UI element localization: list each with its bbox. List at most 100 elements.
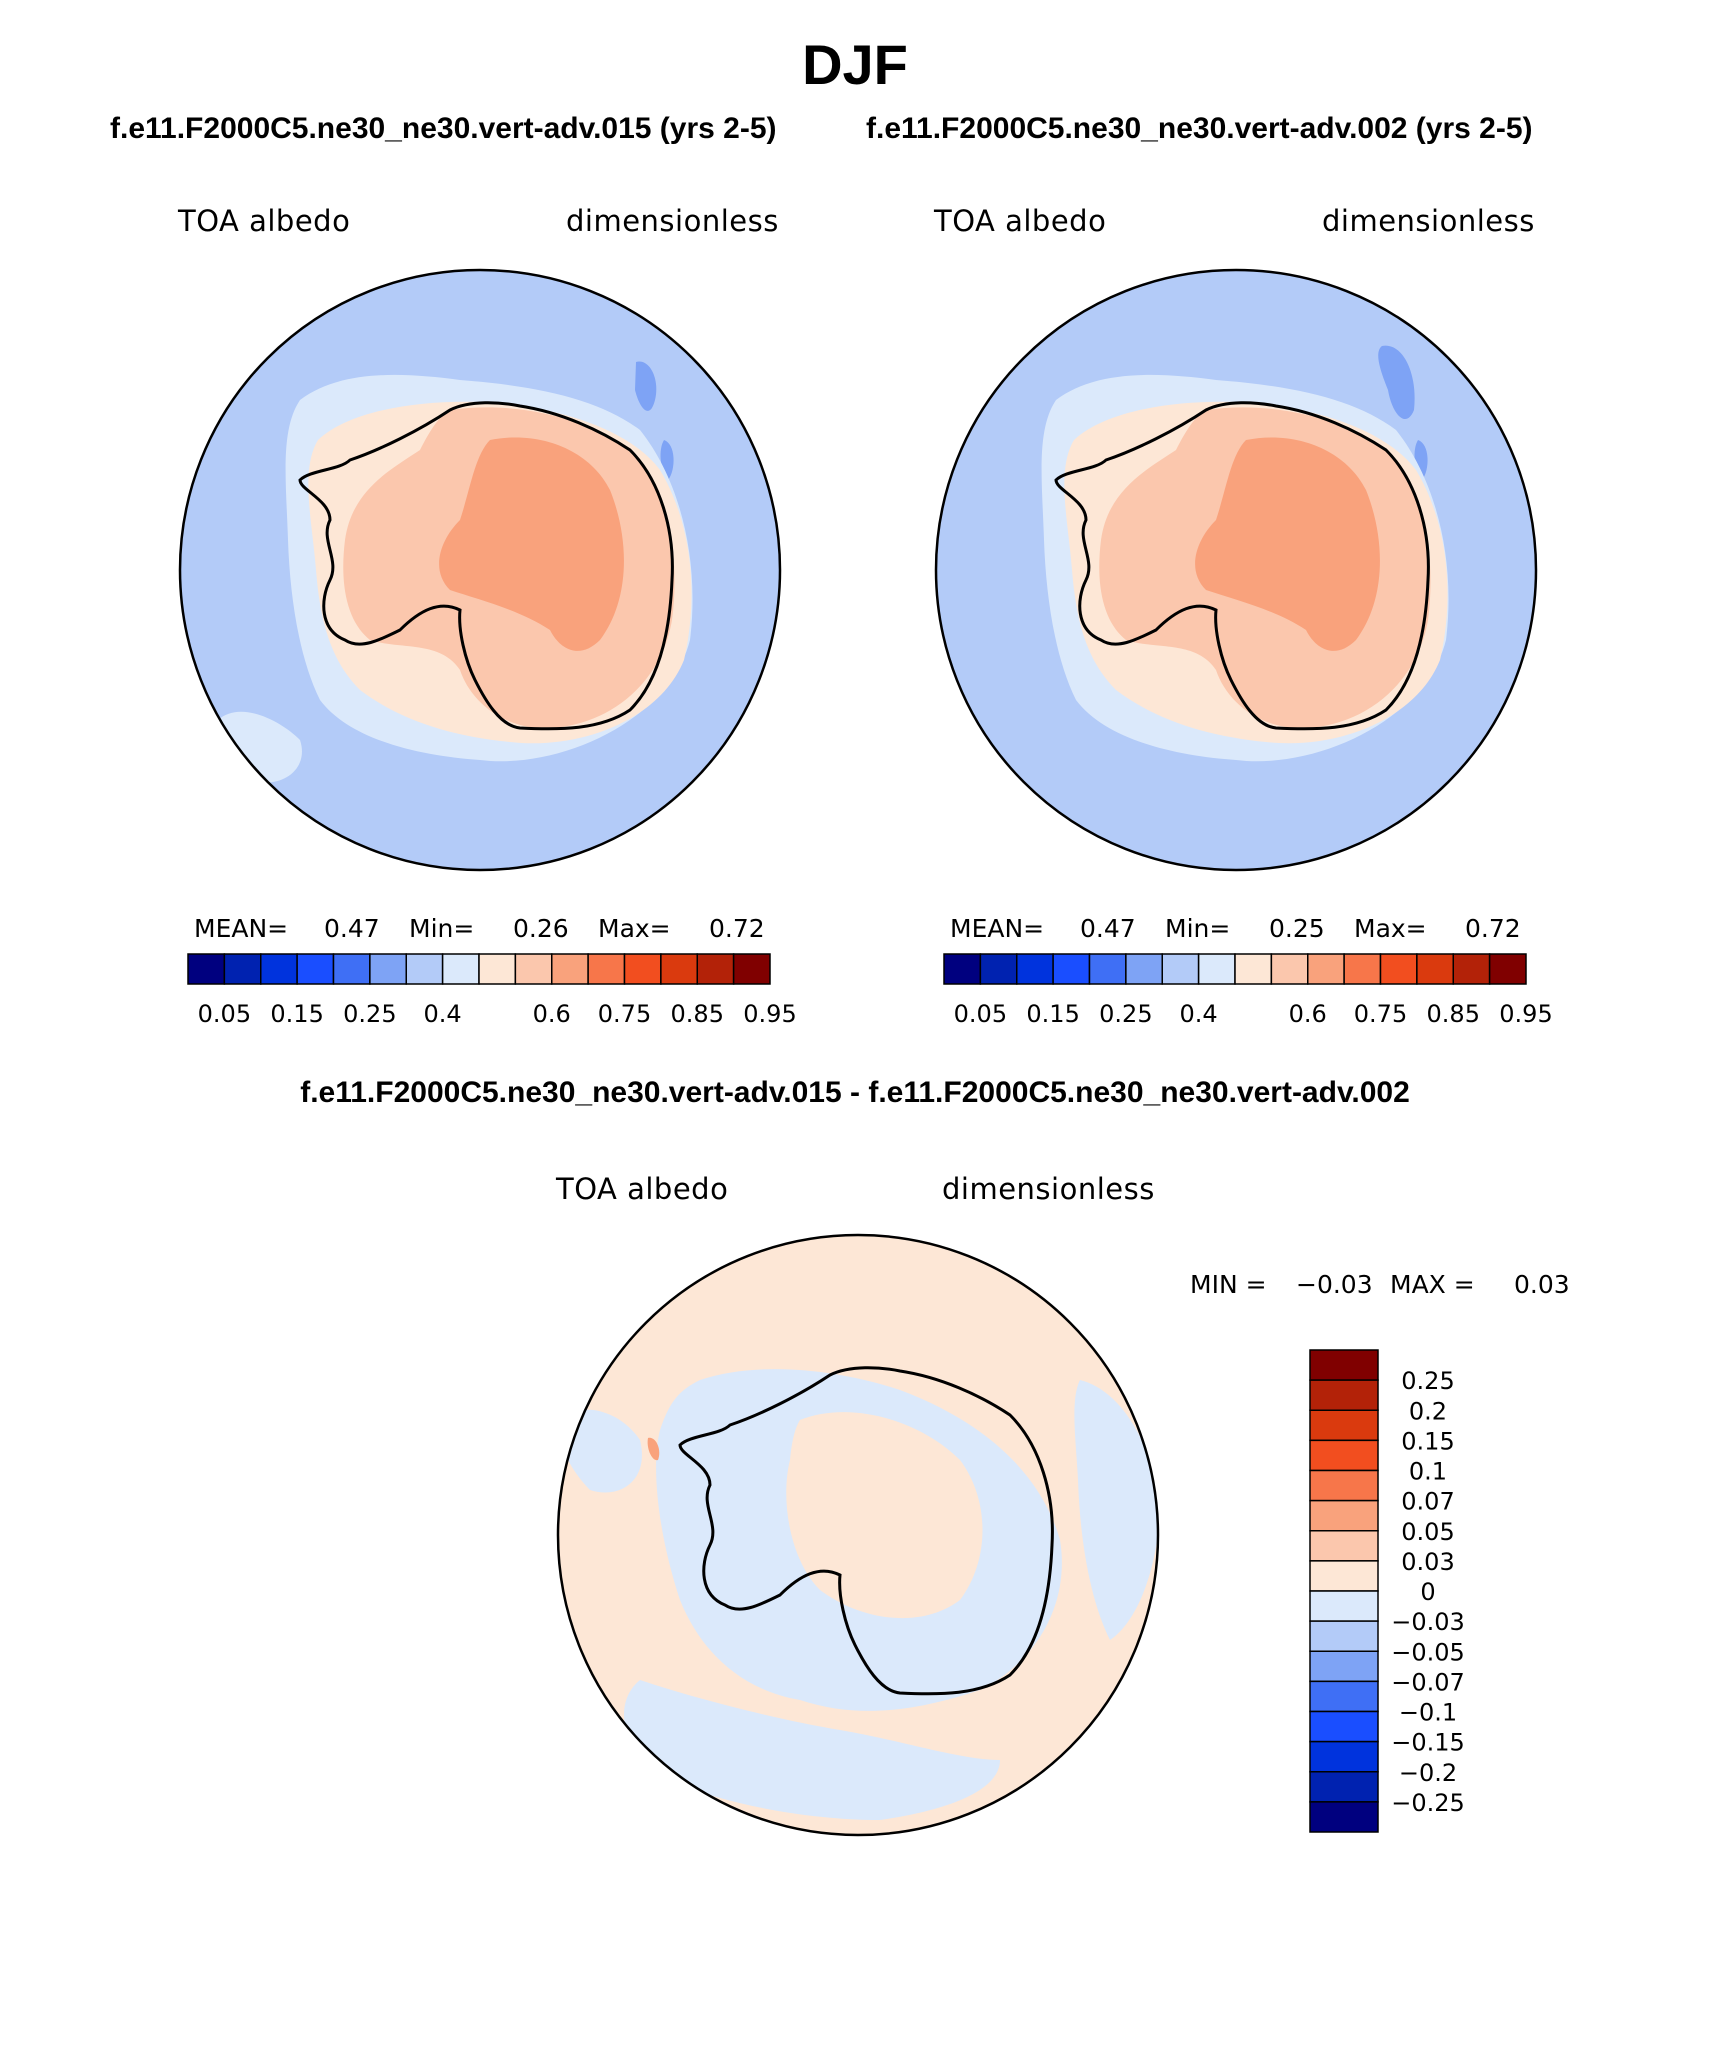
colorbar1-tick-label: 0.85	[671, 1000, 724, 1028]
colorbar-diff-swatch	[1309, 1801, 1379, 1833]
colorbar1-swatch	[296, 953, 335, 985]
colorbar1-swatch	[260, 953, 298, 985]
colorbar-diff-swatch	[1309, 1379, 1379, 1411]
colorbar1-tick-label: 0.6	[533, 1000, 571, 1028]
diff-max-value: 0.03	[1514, 1270, 1570, 1299]
low-albedo-patch	[635, 361, 657, 411]
colorbar1-swatch	[223, 953, 262, 985]
diff-title: f.e11.F2000C5.ne30_ne30.vert-adv.015 - f…	[300, 1076, 1410, 1109]
colorbar1-tick-label: 0.95	[743, 1000, 796, 1028]
positive-difference-area	[786, 1412, 983, 1619]
colorbar-diff-tick-label: −0.05	[1391, 1638, 1465, 1666]
colorbar1-swatch	[405, 953, 444, 985]
colorbar-diff-swatch	[1309, 1710, 1379, 1743]
colorbar2-swatch	[1488, 953, 1527, 985]
case-title-left: f.e11.F2000C5.ne30_ne30.vert-adv.015 (yr…	[110, 112, 777, 145]
colorbar-diff-tick-label: 0.15	[1401, 1427, 1454, 1455]
panel1-min-value: 0.26	[513, 914, 569, 943]
panel2-mean-label: MEAN=	[950, 914, 1045, 943]
colorbar1-tick-label: 0.05	[198, 1000, 251, 1028]
panel1-mean-label: MEAN=	[194, 914, 289, 943]
colorbar2-swatch	[1379, 953, 1418, 985]
colorbar1-swatch	[660, 953, 698, 985]
colorbar2-tick-label: 0.4	[1180, 1000, 1218, 1028]
colorbar-diff-tick-label: −0.2	[1399, 1759, 1457, 1787]
panel2-max-label: Max=	[1354, 914, 1427, 943]
colorbar-diff-tick-label: 0.03	[1401, 1548, 1454, 1576]
colorbar2-swatch	[1016, 953, 1054, 985]
colorbar-diff-tick-label: 0.2	[1409, 1397, 1447, 1425]
colorbar-diff-tick-label: 0.07	[1401, 1488, 1454, 1516]
panel2-variable-label: TOA albedo	[934, 204, 1107, 238]
ice-sheet-interior	[439, 437, 624, 651]
colorbar-diff-swatch	[1309, 1439, 1379, 1472]
diff-min-label: MIN =	[1190, 1270, 1267, 1299]
colorbar-diff-tick-label: 0.1	[1409, 1458, 1447, 1486]
figure-title: DJF	[802, 33, 908, 96]
colorbar2-tick-label: 0.25	[1099, 1000, 1152, 1028]
colorbar-diff-tick-label: 0.05	[1401, 1518, 1454, 1546]
panel2-min-label: Min=	[1165, 914, 1231, 943]
colorbar-diff-tick-label: 0	[1420, 1578, 1435, 1606]
colorbar2-swatch	[1452, 953, 1491, 985]
antarctica-coastline	[1054, 401, 1430, 731]
colorbar2-tick-label: 0.6	[1289, 1000, 1327, 1028]
negative-difference-area	[623, 1680, 1000, 1820]
colorbar2-swatch	[943, 953, 982, 985]
colorbar-diff-swatch	[1309, 1349, 1379, 1381]
panel2-max-value: 0.72	[1465, 914, 1521, 943]
colorbar2-swatch	[1343, 953, 1382, 985]
map-panel-1	[178, 268, 782, 872]
colorbar1-swatch	[187, 953, 226, 985]
colorbar2-swatch	[1125, 953, 1163, 985]
colorbar-diff-tick-label: −0.15	[1391, 1729, 1465, 1757]
colorbar1-tick-label: 0.25	[343, 1000, 396, 1028]
colorbar2-swatch	[1161, 953, 1200, 985]
ice-sheet-interior	[1195, 437, 1380, 651]
panel1-variable-label: TOA albedo	[178, 204, 351, 238]
colorbar1-tick-label: 0.4	[424, 1000, 462, 1028]
colorbar1-swatch	[332, 953, 371, 985]
panel2-min-value: 0.25	[1269, 914, 1325, 943]
strong-positive-spot	[647, 1437, 660, 1461]
colorbar1-swatch	[623, 953, 662, 985]
colorbar1-swatch	[369, 953, 407, 985]
colorbar2-swatch	[1416, 953, 1454, 985]
colorbar2-tick-label: 0.95	[1499, 1000, 1552, 1028]
diff-variable-label: TOA albedo	[556, 1172, 729, 1206]
colorbar2-swatch	[1234, 953, 1273, 985]
colorbar-panel-1: 0.05 0.15 0.25 0.4 0.6 0.75 0.85 0.95	[187, 953, 797, 1028]
panel1-max-value: 0.72	[709, 914, 765, 943]
colorbar2-swatch	[1270, 953, 1309, 985]
colorbar1-swatch	[514, 953, 553, 985]
map-boundary	[556, 1233, 1160, 1837]
colorbar2-tick-label: 0.85	[1427, 1000, 1480, 1028]
colorbar-diff-swatch	[1309, 1771, 1379, 1803]
colorbar-diff-tick-label: −0.03	[1391, 1608, 1465, 1636]
panel1-units-label: dimensionless	[566, 204, 779, 238]
colorbar1-tick-label: 0.75	[598, 1000, 651, 1028]
panel1-max-label: Max=	[598, 914, 671, 943]
colorbar-diff-swatch	[1309, 1680, 1379, 1713]
panel2-mean-value: 0.47	[1080, 914, 1136, 943]
colorbar-diff-swatch	[1309, 1590, 1379, 1622]
diff-max-label: MAX =	[1390, 1270, 1475, 1299]
colorbar-diff-swatch	[1309, 1740, 1379, 1773]
colorbar-diff-swatch	[1309, 1409, 1379, 1442]
diff-min-value: −0.03	[1296, 1270, 1373, 1299]
colorbar-diff-swatch	[1309, 1620, 1379, 1652]
colorbar2-swatch	[1088, 953, 1127, 985]
negative-difference-area	[559, 1409, 642, 1493]
colorbar-diff-swatch	[1309, 1499, 1379, 1532]
colorbar1-swatch	[478, 953, 517, 985]
colorbar-diff-swatch	[1309, 1650, 1379, 1683]
colorbar2-tick-label: 0.05	[954, 1000, 1007, 1028]
colorbar1-swatch	[587, 953, 626, 985]
colorbar1-swatch	[551, 953, 589, 985]
panel1-mean-value: 0.47	[324, 914, 380, 943]
colorbar1-swatch	[696, 953, 735, 985]
colorbar-diff-tick-label: −0.07	[1391, 1668, 1465, 1696]
case-title-right: f.e11.F2000C5.ne30_ne30.vert-adv.002 (yr…	[866, 112, 1533, 145]
antarctica-coastline	[678, 1366, 1054, 1696]
